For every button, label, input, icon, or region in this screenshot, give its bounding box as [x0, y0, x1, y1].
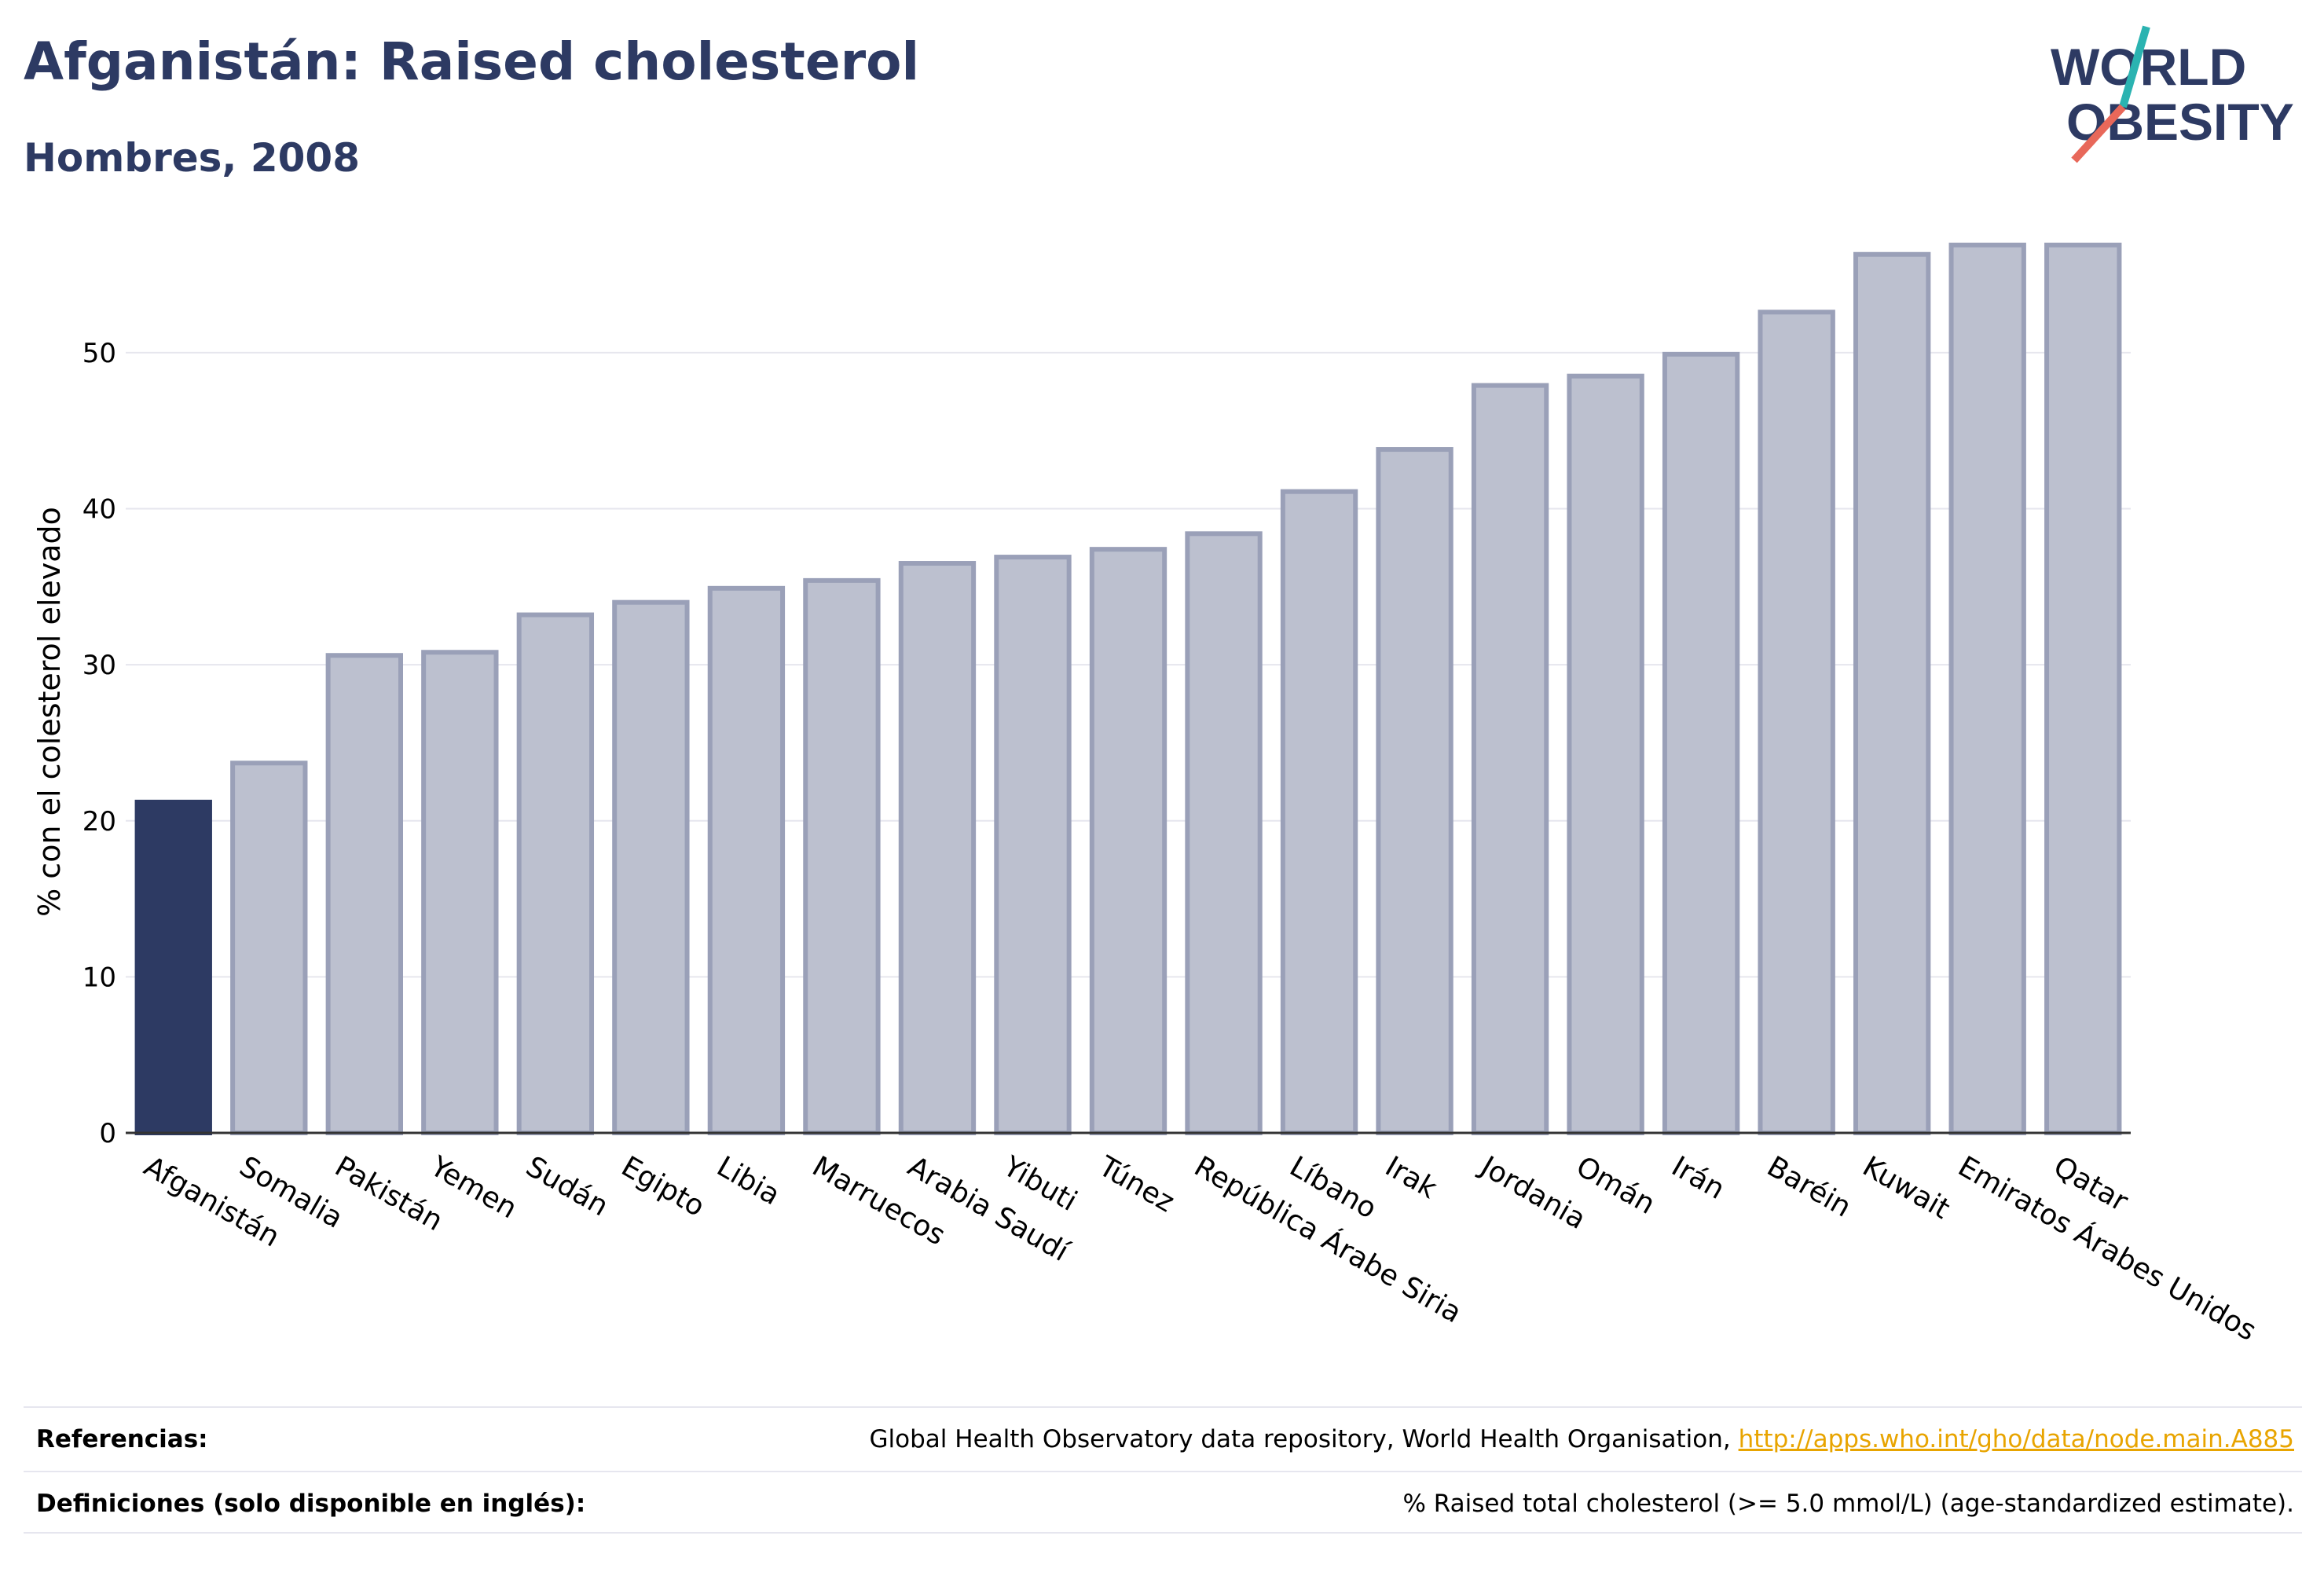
bar [994, 555, 1072, 1135]
bar [230, 761, 308, 1136]
x-tick-label: Libia [711, 1150, 785, 1211]
x-tick-label: Jordania [1474, 1149, 1591, 1236]
definitions-label: Definiciones (solo disponible en inglés)… [36, 1490, 586, 1518]
x-tick-label: Irak [1380, 1150, 1442, 1205]
bar-chart: 0 10 20 30 40 50 AfganistánSomaliaPakistánYem… [32, 242, 2262, 1347]
bar [898, 561, 977, 1135]
bar [134, 799, 212, 1135]
x-tick-label: Kuwait [1857, 1150, 1956, 1226]
x-tick-label: Baréin [1761, 1150, 1857, 1223]
x-tick-label: Irán [1666, 1150, 1730, 1206]
x-tick-label: Pakistán [329, 1150, 448, 1237]
bar [1853, 251, 1931, 1135]
y-axis-ticks: 0 10 20 30 40 50 [82, 338, 116, 1149]
references-text: Global Health Observatory data repositor… [869, 1425, 1739, 1453]
bar [1471, 383, 1549, 1136]
definitions-row: Definiciones (solo disponible en inglés)… [24, 1471, 2302, 1535]
x-tick-label: Arabia Saudí [902, 1150, 1074, 1268]
bar [1758, 310, 1835, 1136]
bar [325, 653, 403, 1135]
y-axis-label: % con el colesterol elevado [32, 507, 67, 917]
bar [1376, 447, 1453, 1135]
references-value: Global Health Observatory data repositor… [870, 1425, 2294, 1453]
y-tick-label: 30 [82, 650, 116, 681]
references-link[interactable]: http://apps.who.int/gho/data/node.main.A… [1738, 1425, 2294, 1453]
bar [1948, 242, 2026, 1135]
bar [1662, 351, 1740, 1135]
logo-line1: WORLD [2051, 38, 2246, 96]
y-tick-label: 10 [82, 962, 116, 993]
definitions-text: % Raised total cholesterol (>= 5.0 mmol/… [1402, 1490, 2294, 1518]
y-tick-label: 50 [82, 338, 116, 369]
footer-divider [24, 1532, 2302, 1534]
bar [803, 577, 881, 1135]
bar [2044, 242, 2122, 1135]
chart-subtitle: Hombres, 2008 [24, 135, 360, 181]
y-tick-label: 0 [99, 1118, 116, 1149]
x-tick-label: Egipto [616, 1150, 710, 1223]
references-row: Referencias: Global Health Observatory d… [24, 1406, 2302, 1471]
bar [612, 599, 690, 1135]
x-tick-label: Túnez [1093, 1150, 1180, 1219]
logo-slash-teal [2119, 25, 2150, 108]
bar [1185, 531, 1263, 1135]
bars [134, 242, 2122, 1136]
y-tick-label: 40 [82, 494, 116, 526]
bar [1280, 489, 1358, 1135]
bar [1089, 547, 1167, 1135]
y-tick-label: 20 [82, 806, 116, 837]
chart-title: Afganistán: Raised cholesterol [24, 31, 920, 92]
bar [707, 585, 786, 1135]
references-label: Referencias: [36, 1425, 208, 1453]
x-tick-label: Sudán [520, 1150, 614, 1222]
logo-slash-red [2071, 104, 2126, 163]
bar [421, 650, 499, 1135]
world-obesity-logo: WORLD OBESITY [2051, 25, 2294, 163]
bar [516, 612, 595, 1135]
bar [1567, 373, 1644, 1136]
